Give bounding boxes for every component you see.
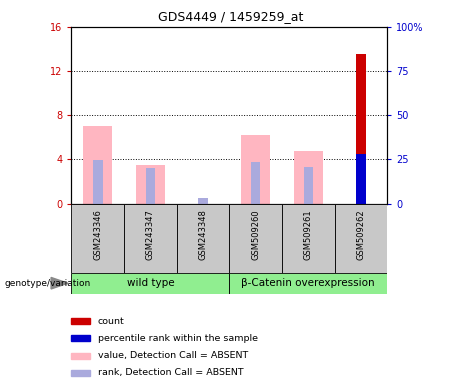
Bar	[282, 204, 335, 273]
Text: GSM509261: GSM509261	[304, 209, 313, 260]
Text: GSM243347: GSM243347	[146, 209, 155, 260]
Bar	[177, 204, 229, 273]
Bar	[71, 273, 229, 294]
Text: β-Catenin overexpression: β-Catenin overexpression	[242, 278, 375, 288]
Bar	[356, 154, 366, 204]
Text: wild type: wild type	[127, 278, 174, 288]
Bar	[294, 151, 323, 204]
Bar	[335, 204, 387, 273]
Polygon shape	[51, 277, 68, 289]
Text: count: count	[98, 316, 124, 326]
Bar	[71, 335, 90, 341]
Bar	[303, 167, 313, 204]
Text: GDS4449 / 1459259_at: GDS4449 / 1459259_at	[158, 10, 303, 23]
Bar	[83, 126, 112, 204]
Text: GSM243346: GSM243346	[93, 209, 102, 260]
Text: GSM509260: GSM509260	[251, 209, 260, 260]
Bar	[71, 204, 124, 273]
Bar	[146, 168, 155, 204]
Bar	[229, 204, 282, 273]
Bar	[356, 55, 366, 204]
Bar	[241, 135, 270, 204]
Bar	[71, 353, 90, 359]
Bar	[251, 162, 260, 204]
Text: rank, Detection Call = ABSENT: rank, Detection Call = ABSENT	[98, 368, 243, 377]
Bar	[71, 318, 90, 324]
Bar	[198, 198, 208, 204]
Text: percentile rank within the sample: percentile rank within the sample	[98, 334, 258, 343]
Bar	[93, 161, 102, 204]
Text: GSM509262: GSM509262	[356, 209, 366, 260]
Text: value, Detection Call = ABSENT: value, Detection Call = ABSENT	[98, 351, 248, 360]
Bar	[136, 165, 165, 204]
Bar	[229, 273, 387, 294]
Text: GSM243348: GSM243348	[199, 209, 207, 260]
Bar	[124, 204, 177, 273]
Bar	[71, 370, 90, 376]
Text: genotype/variation: genotype/variation	[5, 279, 91, 288]
